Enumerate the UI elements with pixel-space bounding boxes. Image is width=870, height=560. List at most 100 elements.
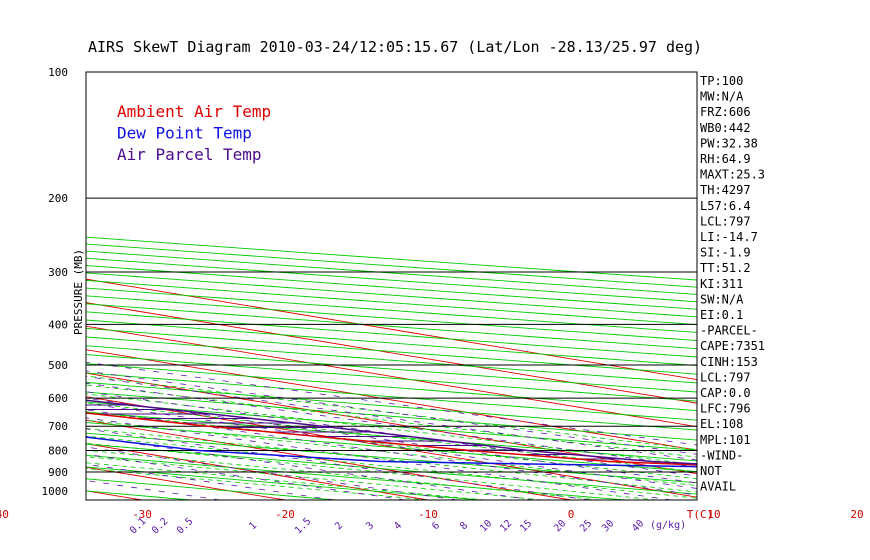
stat-item: MPL:101 — [700, 433, 751, 447]
mixing-ratio-label: 1.5 — [293, 516, 314, 537]
bottom-temp-tick-label: 0 — [568, 508, 575, 521]
stat-item: SI:-1.9 — [700, 246, 751, 260]
pressure-tick-label: 300 — [48, 266, 68, 279]
mixing-ratio-label: 15 — [518, 518, 534, 534]
ambient-temp-line — [86, 412, 697, 466]
stat-item: KI:311 — [700, 277, 743, 291]
stat-item: CAPE:7351 — [700, 339, 765, 353]
bottom-temp-tick-label: -30 — [132, 508, 152, 521]
mixing-ratio-label: 10 — [478, 518, 494, 534]
dry-adiabat — [86, 443, 697, 495]
dry-adiabat — [86, 243, 697, 288]
mixing-ratio-line — [0, 198, 81, 500]
mixing-ratio-label: 40 — [630, 518, 646, 534]
mixing-ratio-line — [86, 446, 458, 500]
pressure-tick-label: 400 — [48, 318, 68, 331]
dry-adiabat — [86, 432, 697, 484]
stat-item: -PARCEL- — [700, 324, 758, 338]
stat-item: L57:6.4 — [700, 199, 751, 213]
stat-item: CAP:0.0 — [700, 386, 751, 400]
stat-item: PW:32.38 — [700, 136, 758, 150]
parcel-temp-line — [86, 399, 697, 465]
stat-item: AVAIL — [700, 480, 736, 494]
mixing-ratio-label: 3 — [364, 520, 376, 532]
dry-adiabat — [86, 345, 697, 393]
mixing-ratio-unit: (g/kg) — [650, 520, 686, 531]
isotherm — [86, 349, 697, 451]
stat-item: FRZ:606 — [700, 105, 751, 119]
mixing-ratio-label: 0.5 — [175, 516, 196, 537]
dry-adiabat — [86, 354, 697, 402]
profiles — [86, 399, 697, 468]
legend-entry: Dew Point Temp — [117, 124, 252, 143]
bottom-temp-tick-label: -10 — [418, 508, 438, 521]
stat-item: LCL:797 — [700, 214, 751, 228]
stat-item: WB0:442 — [700, 121, 751, 135]
stat-item: TH:4297 — [700, 183, 751, 197]
stat-item: LI:-14.7 — [700, 230, 758, 244]
mixing-ratio-line — [86, 403, 697, 489]
stat-item: EI:0.1 — [700, 308, 743, 322]
moist-adiabat — [86, 435, 697, 499]
mixing-ratio-label: 2 — [333, 520, 345, 532]
temp-unit-label: T(C) — [687, 508, 714, 521]
stat-item: MW:N/A — [700, 90, 744, 104]
stat-item: NOT — [700, 464, 722, 478]
pressure-tick-label: 100 — [48, 66, 68, 79]
mixing-ratio-line — [86, 382, 697, 468]
mixing-ratio-line — [86, 480, 221, 500]
y-axis-label: PRESSURE (MB) — [72, 249, 85, 335]
plot-frame — [85, 71, 698, 501]
isotherm — [86, 396, 697, 498]
pressure-tick-label: 700 — [48, 420, 68, 433]
mixing-ratio-label: 6 — [430, 520, 442, 532]
pressure-tick-label: 600 — [48, 392, 68, 405]
stat-item: TP:100 — [700, 74, 743, 88]
mixing-ratio-label: 4 — [392, 520, 404, 532]
bottom-temp-tick-label: 20 — [850, 508, 863, 521]
chart-title: AIRS SkewT Diagram 2010-03-24/12:05:15.6… — [88, 38, 702, 56]
dry-adiabat — [86, 422, 697, 473]
pressure-tick-label: 200 — [48, 192, 68, 205]
mixing-ratio-label: 20 — [552, 518, 568, 534]
dry-adiabat — [86, 236, 697, 281]
mixing-ratio-label: 8 — [458, 520, 470, 532]
stat-item: LCL:797 — [700, 370, 751, 384]
dry-adiabat — [86, 372, 697, 421]
bottom-temp-tick-label: 10 — [707, 508, 720, 521]
mixing-ratio-label: 25 — [578, 518, 594, 534]
stat-item: LFC:796 — [700, 402, 751, 416]
isobars — [86, 197, 697, 473]
mixing-ratio-label: 1 — [247, 520, 259, 532]
pressure-tick-label: 500 — [48, 359, 68, 372]
stat-item: -WIND- — [700, 448, 743, 462]
mixing-ratio-label: 0.2 — [150, 516, 171, 537]
legend: Ambient Air Temp Dew Point Temp Air Parcel… — [117, 102, 271, 164]
cape-hatching — [86, 400, 691, 464]
moist-adiabat — [86, 384, 697, 458]
legend-entry: Air Parcel Temp — [117, 145, 262, 164]
dry-adiabat — [86, 363, 697, 412]
pressure-tick-label: 1000 — [42, 485, 69, 498]
stat-item: RH:64.9 — [700, 152, 751, 166]
mixing-ratio-label: 30 — [600, 518, 616, 534]
stat-item: TT:51.2 — [700, 261, 751, 275]
pressure-tick-label: 900 — [48, 466, 68, 479]
stat-item: MAXT:25.3 — [700, 168, 765, 182]
moist-adiabat — [86, 411, 697, 480]
dry-adiabat — [86, 381, 697, 431]
moist-adiabat — [86, 402, 697, 473]
dew-point-line — [86, 436, 697, 468]
mixing-ratio-label: 12 — [498, 518, 514, 534]
dry-adiabat — [86, 454, 626, 500]
bottom-temp-tick-label: -20 — [275, 508, 295, 521]
stat-item: EL:108 — [700, 417, 743, 431]
moist-adiabat — [86, 449, 600, 500]
isotherm — [86, 419, 572, 500]
moist-adiabat — [86, 442, 657, 500]
moist-adiabat — [86, 462, 486, 500]
stat-item: CINH:153 — [700, 355, 758, 369]
pressure-tick-label: 800 — [48, 445, 68, 458]
